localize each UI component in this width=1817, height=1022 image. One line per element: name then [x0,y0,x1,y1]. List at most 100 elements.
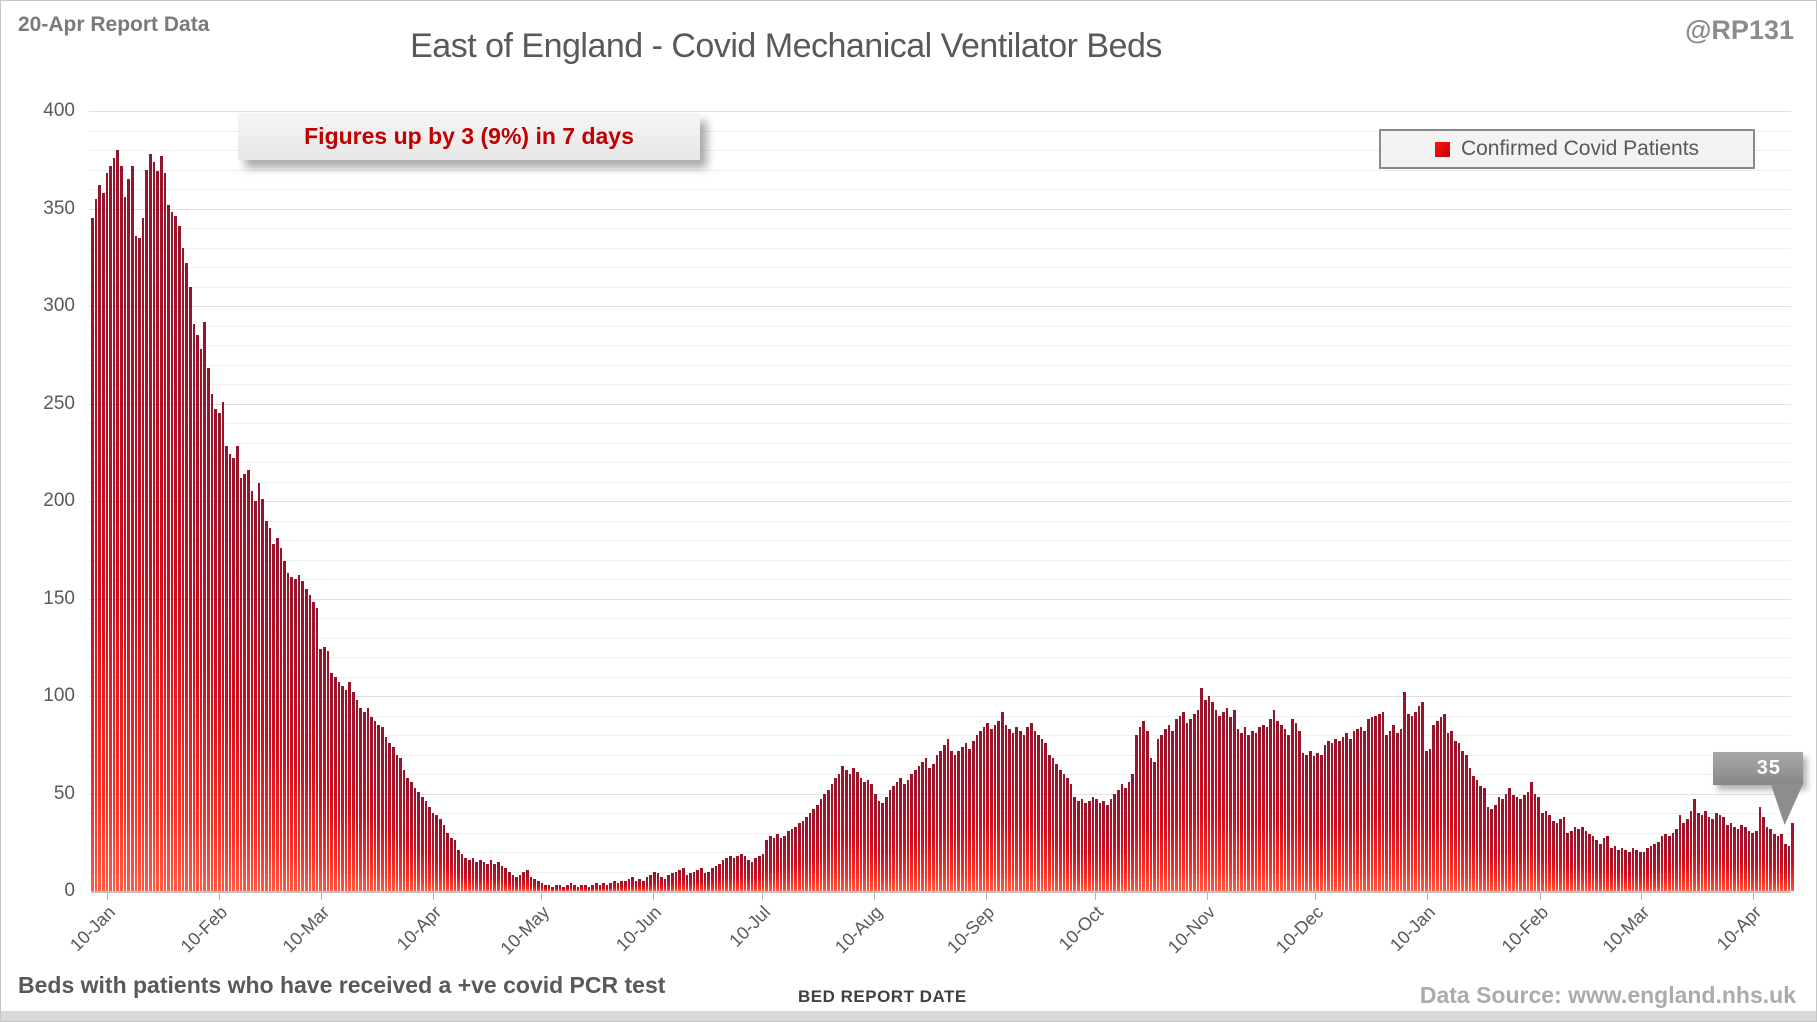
x-axis-tick [541,893,543,900]
y-axis-label: 0 [64,880,75,901]
bar [932,764,935,891]
bar [1272,709,1276,891]
bar [1091,797,1095,891]
bar [1454,740,1457,891]
bar [1544,811,1548,891]
bar [1704,811,1707,891]
bar [1646,848,1649,891]
gridline [89,735,1791,736]
bar [312,602,315,891]
bar [1283,729,1287,891]
bar [714,865,718,891]
bar [399,758,402,891]
bar [1414,711,1417,891]
bar [515,877,518,891]
bar [1142,721,1145,891]
bar [482,861,486,891]
bar [1087,801,1091,891]
bar [1149,758,1153,891]
bar [1490,809,1493,891]
bar [1178,715,1182,891]
bar [1153,762,1156,891]
bar [457,850,460,891]
gridline [89,481,1791,483]
bar [823,793,826,891]
bar [1381,711,1385,891]
bar [1628,852,1631,891]
bar [1657,842,1660,891]
bar [406,777,409,891]
bar [848,774,852,891]
bar [1675,828,1678,891]
bar [1425,750,1428,891]
bar [391,746,395,891]
bar [1689,811,1693,891]
bar [439,818,442,891]
bar [942,744,946,891]
bar [1359,727,1363,891]
footnote: Beds with patients who have received a +… [18,972,666,998]
bar [609,883,612,891]
bar [558,885,562,891]
bar [1519,799,1522,891]
bar [921,762,924,891]
bar [442,824,446,891]
bar [830,783,834,891]
bar [475,861,478,891]
bar [816,805,819,891]
bar [134,235,138,891]
y-axis-label: 200 [43,490,75,511]
bar [1203,699,1207,891]
bar [1700,814,1704,891]
bar [729,855,732,891]
bar [580,885,583,891]
bar [863,781,866,891]
bar [1609,848,1613,891]
bar [152,161,156,891]
bar [471,857,475,891]
bar [602,883,605,891]
bar [736,855,739,891]
bar [232,458,235,891]
bar [645,877,649,891]
bar [732,857,736,891]
bar [333,676,337,891]
bar [420,797,424,891]
bar [279,547,283,891]
bar [370,717,373,891]
bar [1211,701,1214,891]
x-axis-tick [1640,893,1642,900]
bar [1660,836,1664,891]
bar [1559,818,1562,891]
bar [1341,736,1345,891]
bar [431,813,435,891]
bar [761,853,765,891]
bar [1722,816,1725,891]
bar [631,877,634,891]
bar [1004,725,1008,891]
bar [1051,758,1055,891]
bar [797,822,801,891]
bar [1033,731,1037,891]
bar [899,777,902,891]
bar [1164,729,1167,891]
bar [120,165,123,891]
bar [315,608,319,891]
bar [1207,696,1211,891]
bar [910,774,913,891]
bar [1584,830,1588,891]
bar [348,682,351,891]
bar [551,887,554,891]
bar [772,838,776,891]
bar [555,885,558,891]
bar [649,875,652,891]
bar [678,869,681,891]
bar [1015,727,1018,891]
gridline [89,325,1791,327]
bar [663,879,667,891]
bar [1044,742,1047,891]
bar [337,682,341,891]
bar [435,814,438,891]
bar [272,543,275,891]
bar [1617,850,1620,891]
